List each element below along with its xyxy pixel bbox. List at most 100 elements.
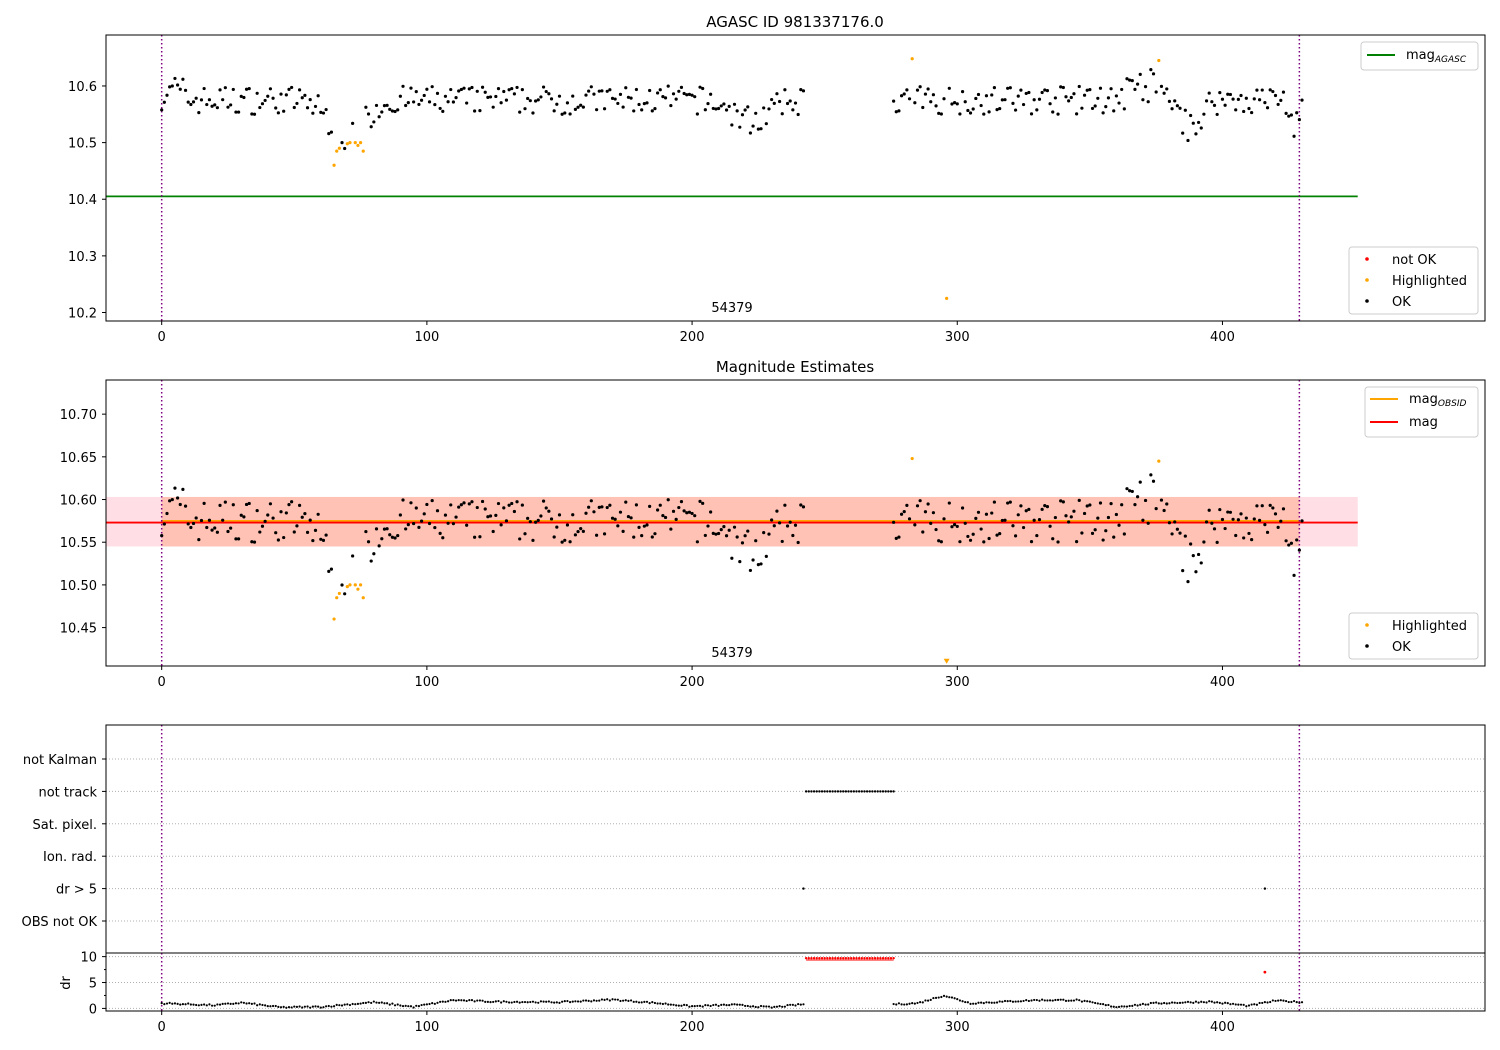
ok-point [1133,87,1137,91]
ok-point [496,87,501,91]
dr-point [388,1003,391,1006]
dr-point [500,1001,503,1004]
ok-point [1196,120,1201,125]
dr-point [274,1004,277,1008]
ok-point [677,505,681,510]
ok-point [595,533,599,537]
ok-point [732,525,737,529]
ok-point [1135,82,1140,86]
ok-point [234,110,238,114]
ok-point [634,87,638,92]
dr-point [595,999,598,1002]
ok-point [626,95,631,99]
highlighted-point [945,296,949,300]
dr-point [1155,1001,1158,1004]
ok-point [486,515,490,519]
ok-point [531,111,535,115]
dr-point [210,1004,214,1007]
ok-point [292,530,296,534]
ok-point [247,86,251,91]
dr-point [659,1002,662,1005]
ok-point [931,93,936,97]
dr-point [449,998,452,1002]
ok-point [282,535,286,540]
dr-point [240,1001,243,1004]
dr-point [269,1005,272,1008]
ok-point [788,99,792,103]
ok-point [1146,100,1150,104]
ok-point [1173,99,1177,103]
dr-high-point [818,956,821,960]
ok-point [321,111,326,115]
ok-point [433,102,437,107]
ok-point [998,531,1002,536]
ok-point [560,540,564,544]
dr-point [757,1006,760,1009]
dr-point [683,1003,686,1006]
ok-point [618,92,623,96]
highlighted-point [361,149,365,153]
ok-point [1101,111,1105,115]
ok-point [441,109,445,113]
dr-point [1210,1000,1213,1003]
dr-point [264,1004,267,1007]
ok-point [165,93,169,97]
ok-point [1082,93,1087,97]
ok-point [343,592,347,596]
ok-point [1077,498,1081,502]
dr-point [576,1000,580,1003]
ok-point [401,84,405,88]
ok-point [305,106,310,110]
ok-point [597,89,601,93]
ok-point [1090,531,1095,535]
dr-point [1017,1000,1020,1003]
not-track-flag [818,790,821,793]
dr-point [1213,1001,1216,1004]
dr-point [531,1000,535,1003]
ok-point [372,552,376,556]
ok-point [716,106,721,111]
ok-point [955,102,959,106]
ok-point [1077,84,1081,89]
ok-point [1112,535,1116,539]
dr-point [571,1000,574,1003]
dr-point [568,1001,572,1004]
ok-point [701,501,705,505]
dr-point [439,1000,442,1003]
not-track-flag [834,790,837,793]
dr-point [1287,1000,1290,1004]
ok-point [297,503,302,507]
dr-point [412,1006,415,1009]
ok-point [918,499,922,503]
ok-point [751,558,755,562]
dr-point [351,1002,354,1006]
ok-point [995,533,999,537]
ok-point [1196,552,1201,557]
ok-point [1271,506,1275,510]
ok-point [465,523,469,527]
dr-point [253,1002,256,1005]
not-track-flag [857,790,861,793]
dr-flag [802,887,805,890]
ok-point [465,101,469,105]
ok-point [380,537,384,541]
ok-point [406,101,410,105]
ok-point [968,538,973,542]
ok-point [1024,509,1028,513]
ok-point [284,93,288,97]
dr-point [1035,998,1038,1002]
ok-point [1244,96,1248,100]
highlighted-point [335,596,339,600]
dr-point [542,1000,545,1003]
ok-point [1234,108,1238,112]
ok-point [1204,520,1209,524]
ok-point [995,108,999,112]
not-track-flag [849,790,853,793]
ok-point [1178,106,1182,110]
dr-point [444,1000,447,1003]
dr-point [736,1003,739,1006]
dr-point [929,998,932,1001]
ok-point [396,108,400,112]
ok-point [921,530,925,534]
dr-point [701,1005,704,1008]
